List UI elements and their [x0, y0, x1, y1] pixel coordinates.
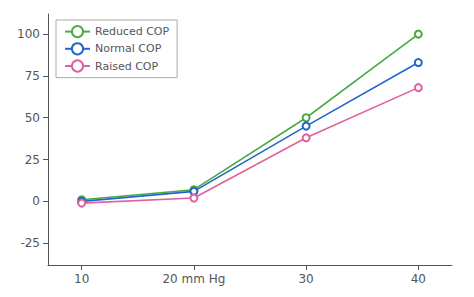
svg-text:75: 75: [25, 69, 40, 83]
svg-text:Raised COP: Raised COP: [95, 60, 159, 73]
svg-text:Normal COP: Normal COP: [95, 42, 162, 55]
svg-text:40: 40: [411, 272, 426, 286]
svg-text:-25: -25: [20, 236, 40, 250]
svg-text:30: 30: [298, 272, 313, 286]
svg-text:0: 0: [32, 194, 40, 208]
svg-text:Reduced COP: Reduced COP: [95, 25, 170, 38]
svg-text:50: 50: [25, 111, 40, 125]
svg-text:20 mm Hg: 20 mm Hg: [162, 272, 225, 286]
svg-text:10: 10: [74, 272, 89, 286]
svg-text:100: 100: [17, 27, 40, 41]
svg-text:25: 25: [25, 153, 40, 167]
